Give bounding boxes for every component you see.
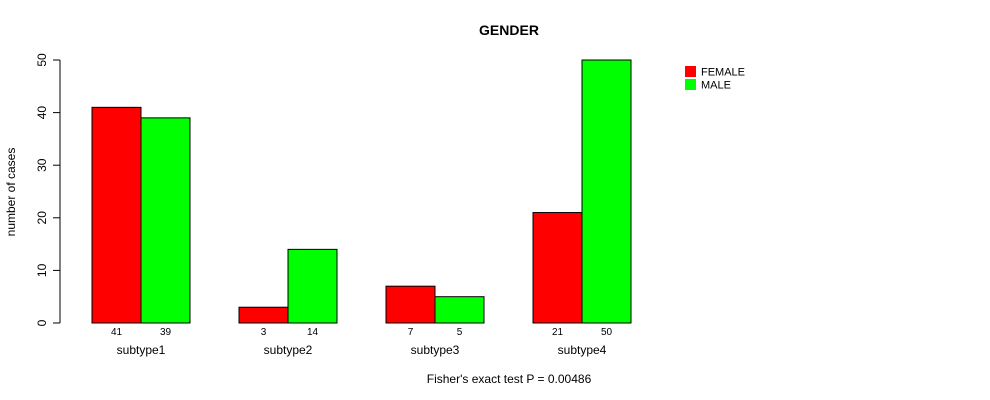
- legend-label-female: FEMALE: [701, 67, 745, 79]
- bars-group: 41 39 subtype1 3 14 subtype2 7 5 subtype3 21 50 sub…: [91, 59, 632, 357]
- bar-female-subtype1: [91, 106, 142, 324]
- category-label: subtype3: [411, 343, 460, 357]
- bar-value-label: 21: [552, 327, 564, 338]
- bar-female-subtype4: [532, 212, 583, 324]
- y-tick-label: 50: [35, 53, 49, 67]
- legend-swatch-male: [685, 79, 696, 90]
- bar-value-label: 14: [307, 327, 319, 338]
- bar-female-subtype2: [238, 306, 289, 324]
- y-tick-label: 10: [35, 263, 49, 277]
- category-label: subtype1: [117, 343, 166, 357]
- y-axis-label: number of cases: [4, 148, 18, 237]
- bar-value-label: 5: [457, 327, 463, 338]
- fisher-test-note: Fisher's exact test P = 0.00486: [427, 372, 592, 386]
- y-tick-label: 0: [35, 319, 49, 326]
- bar-male-subtype3: [434, 296, 485, 324]
- legend-swatch-female: [685, 66, 696, 77]
- legend-label-male: MALE: [701, 80, 731, 92]
- bar-value-label: 39: [160, 327, 172, 338]
- y-tick-label: 20: [35, 211, 49, 225]
- bar-male-subtype1: [140, 117, 191, 324]
- chart-title: GENDER: [479, 22, 539, 38]
- bar-male-subtype4: [581, 59, 632, 324]
- bar-male-subtype2: [287, 248, 338, 324]
- y-tick-label: 30: [35, 158, 49, 172]
- y-tick-label: 40: [35, 106, 49, 120]
- y-axis: 0 10 20 30 40 50: [35, 53, 61, 326]
- bar-value-label: 41: [111, 327, 123, 338]
- category-label: subtype2: [264, 343, 313, 357]
- bar-female-subtype3: [385, 285, 436, 324]
- category-label: subtype4: [558, 343, 607, 357]
- bar-value-label: 7: [408, 327, 414, 338]
- bar-value-label: 3: [261, 327, 267, 338]
- bar-value-label: 50: [601, 327, 613, 338]
